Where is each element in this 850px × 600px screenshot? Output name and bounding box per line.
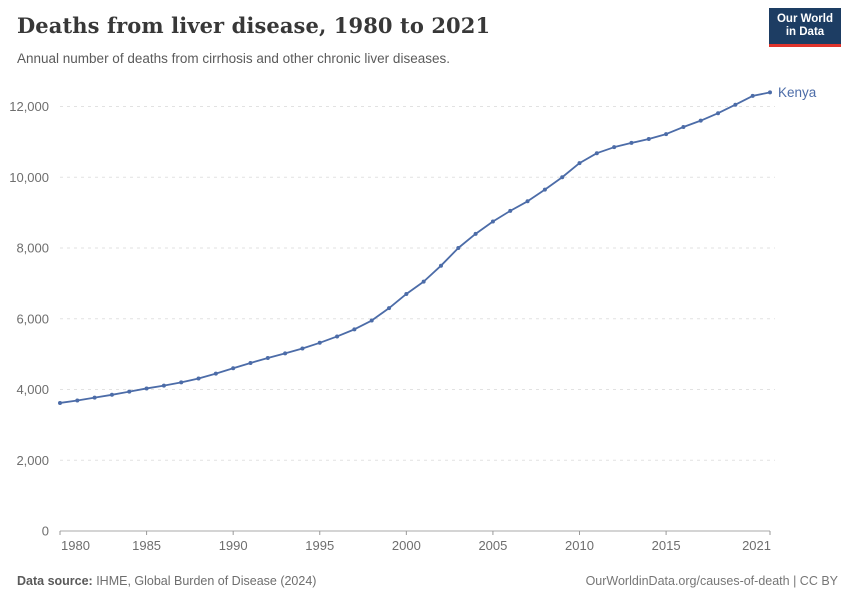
data-point-kenya-1981[interactable]	[75, 398, 80, 403]
data-point-kenya-2003[interactable]	[456, 246, 461, 250]
data-point-kenya-1982[interactable]	[92, 395, 97, 400]
y-axis-tick-label: 8,000	[16, 241, 49, 256]
data-point-kenya-2014[interactable]	[646, 137, 651, 142]
owid-logo: Our World in Data	[769, 8, 841, 47]
page-title: Deaths from liver disease, 1980 to 2021	[17, 13, 491, 38]
data-point-kenya-2007[interactable]	[525, 199, 530, 204]
data-point-kenya-1997[interactable]	[352, 327, 357, 332]
y-axis-tick-label: 6,000	[16, 311, 49, 326]
data-point-kenya-1989[interactable]	[213, 371, 218, 376]
series-line-kenya[interactable]	[59, 91, 771, 404]
data-point-kenya-2004[interactable]	[473, 231, 478, 236]
data-point-kenya-2016[interactable]	[681, 125, 686, 130]
data-point-kenya-2021[interactable]	[768, 90, 772, 95]
data-point-kenya-2005[interactable]	[490, 219, 495, 224]
x-axis-tick-label: 1980	[61, 538, 90, 553]
y-axis-tick-label: 4,000	[16, 382, 49, 397]
data-point-kenya-2001[interactable]	[421, 279, 426, 284]
owid-logo-line2: in Data	[785, 26, 825, 38]
y-axis-tick-label: 2,000	[16, 453, 49, 468]
chart-footer: Data source: IHME, Global Burden of Dise…	[17, 574, 838, 588]
data-point-kenya-2019[interactable]	[733, 102, 738, 107]
license-note: OurWorldinData.org/causes-of-death | CC …	[585, 574, 838, 588]
data-point-kenya-1980[interactable]	[58, 400, 62, 405]
data-point-kenya-2006[interactable]	[508, 208, 513, 213]
data-point-kenya-2000[interactable]	[404, 291, 409, 296]
y-axis-tick-label: 10,000	[9, 170, 49, 185]
data-point-kenya-1985[interactable]	[144, 386, 149, 391]
data-point-kenya-2015[interactable]	[664, 132, 669, 137]
data-source-text: IHME, Global Burden of Disease (2024)	[92, 574, 317, 588]
x-axis-tick-label: 1990	[219, 538, 248, 553]
data-point-kenya-1995[interactable]	[317, 340, 322, 345]
owid-logo-line1: Our World	[776, 12, 833, 25]
x-axis-tick-label: 2015	[652, 538, 681, 553]
data-point-kenya-1986[interactable]	[161, 383, 166, 388]
data-point-kenya-1992[interactable]	[265, 356, 270, 361]
y-axis-tick-label: 0	[42, 524, 49, 539]
data-point-kenya-2011[interactable]	[594, 151, 599, 156]
data-point-kenya-2020[interactable]	[750, 93, 755, 98]
data-point-kenya-1987[interactable]	[179, 380, 184, 385]
x-axis-tick-label: 2010	[565, 538, 594, 553]
line-chart-canvas[interactable]: 0 2,000 4,000 6,000 8,000 10,000 12,000 1980 198…	[0, 75, 850, 565]
data-point-kenya-2012[interactable]	[612, 145, 617, 150]
data-point-kenya-2009[interactable]	[560, 175, 565, 180]
data-point-kenya-2017[interactable]	[698, 118, 703, 123]
y-axis-tick-label: 12,000	[9, 99, 49, 114]
x-axis-tick-label: 1985	[132, 538, 161, 553]
data-point-kenya-1998[interactable]	[369, 318, 374, 323]
data-point-kenya-1999[interactable]	[387, 306, 392, 311]
data-point-kenya-2018[interactable]	[716, 111, 721, 116]
entity-label-kenya[interactable]: Kenya	[778, 85, 817, 100]
data-point-kenya-1990[interactable]	[231, 366, 236, 371]
data-point-kenya-1991[interactable]	[248, 360, 253, 365]
data-point-kenya-1984[interactable]	[127, 389, 132, 394]
data-source-note: Data source: IHME, Global Burden of Dise…	[17, 574, 316, 588]
data-point-kenya-2002[interactable]	[438, 263, 443, 268]
data-point-kenya-1983[interactable]	[109, 392, 114, 397]
x-axis-tick-label: 2021	[742, 538, 771, 553]
data-source-label: Data source:	[17, 574, 93, 588]
x-axis-tick-label: 2005	[478, 538, 507, 553]
data-point-kenya-1996[interactable]	[335, 334, 340, 339]
data-point-kenya-2013[interactable]	[629, 140, 634, 145]
data-point-kenya-1994[interactable]	[300, 346, 305, 351]
x-axis-tick-label: 1995	[305, 538, 334, 553]
data-point-kenya-1988[interactable]	[196, 376, 201, 381]
chart-subtitle: Annual number of deaths from cirrhosis a…	[17, 51, 450, 66]
x-axis-tick-label: 2000	[392, 538, 421, 553]
data-point-kenya-1993[interactable]	[283, 351, 288, 356]
data-point-kenya-2008[interactable]	[542, 187, 547, 192]
data-point-kenya-2010[interactable]	[577, 161, 582, 166]
